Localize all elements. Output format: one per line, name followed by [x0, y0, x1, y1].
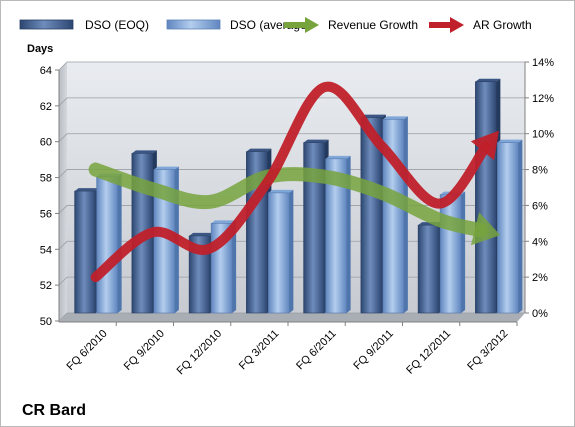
x-tick-label: FQ 6/2010 — [65, 328, 110, 373]
y-axis-left: 50 52 54 56 58 60 62 64 — [40, 65, 59, 328]
legend-label-dso-eoq: DSO (EOQ) — [85, 18, 149, 32]
bar-dso-eoq-top — [475, 78, 501, 82]
plot-floor — [59, 313, 525, 322]
legend-item-revenue-growth: Revenue Growth — [284, 17, 418, 33]
bar-dso-eoq — [303, 142, 325, 314]
bar-dso-eoq — [360, 117, 383, 314]
y-tick-label-left: 52 — [40, 280, 52, 292]
gridline-side — [58, 205, 68, 214]
bar-dso-eoq-top — [189, 232, 215, 236]
chart-title: CR Bard — [22, 402, 86, 419]
bar-dso-average — [439, 194, 462, 314]
y-tick-label-left: 50 — [40, 316, 52, 328]
legend-label-ar-growth: AR Growth — [473, 18, 532, 32]
x-tick-label: FQ 12/2011 — [404, 328, 453, 377]
bar-dso-average-side — [403, 116, 408, 313]
bar-dso-eoq — [417, 224, 440, 314]
legend-item-ar-growth: AR Growth — [429, 17, 532, 33]
legend-arrow-revenue-growth — [284, 17, 319, 33]
bar-dso-eoq — [74, 190, 96, 314]
legend-swatch-dso-eoq — [19, 19, 74, 30]
bar-dso-average — [497, 142, 519, 314]
bars-group — [74, 78, 523, 314]
legend-swatch-dso-average — [166, 19, 221, 30]
gridline-side — [58, 97, 68, 107]
bar-dso-eoq-top — [246, 148, 272, 152]
bar-dso-eoq-top — [360, 114, 386, 118]
y-axis-title: Days — [27, 43, 53, 55]
x-tick-label: FQ 3/2012 — [465, 328, 510, 373]
revenue-growth-line — [88, 162, 488, 238]
y-tick-label-left: 58 — [40, 173, 52, 185]
y-tick-label-right: 6% — [532, 200, 548, 212]
ar-growth-line-arrowhead — [470, 130, 499, 161]
x-tick-label: FQ 12/2010 — [175, 328, 225, 378]
y-axis-right: 0% 2% 4% 6% 8% 10% 12% 14% — [525, 57, 554, 320]
y-tick-label-right: 8% — [532, 165, 548, 177]
growth-lines-group — [88, 81, 501, 283]
bar-dso-average-top — [268, 189, 294, 193]
gridline-side — [58, 312, 68, 322]
y-tick-label-right: 10% — [532, 129, 554, 141]
y-tick-label-left: 62 — [40, 101, 52, 113]
x-tick-label: FQ 9/2011 — [351, 328, 396, 373]
bar-dso-average-side — [461, 191, 466, 313]
bar-dso-eoq-top — [131, 150, 157, 154]
bar-dso-eoq — [475, 81, 497, 314]
ar-growth-line — [90, 81, 492, 283]
x-tick-label: FQ 3/2011 — [237, 328, 282, 373]
bar-dso-eoq-top — [303, 139, 329, 143]
gridline-side — [58, 276, 68, 286]
bar-dso-average-side — [117, 173, 122, 313]
bar-dso-average-top — [325, 155, 351, 159]
y-tick-label-left: 54 — [40, 244, 52, 256]
legend-item-dso-eoq: DSO (EOQ) — [19, 18, 149, 32]
bar-dso-average-side — [232, 220, 237, 313]
gridline-side — [58, 61, 68, 71]
bar-dso-average-side — [518, 139, 523, 313]
legend: DSO (EOQ) DSO (average) Revenue Growth A… — [19, 17, 532, 33]
bar-dso-average-top — [497, 139, 523, 143]
x-axis: FQ 6/2010 FQ 9/2010 FQ 12/2010 FQ 3/2011 FQ … — [65, 322, 518, 378]
y-tick-label-right: 2% — [532, 272, 548, 284]
bar-dso-average-side — [289, 189, 294, 313]
x-tick-label: FQ 9/2010 — [122, 328, 167, 373]
legend-arrow-ar-growth — [429, 17, 464, 33]
bar-dso-average-top — [153, 166, 179, 170]
plot-side-wall — [59, 62, 67, 322]
legend-label-dso-average: DSO (average) — [230, 18, 311, 32]
revenue-growth-line-arrowhead — [470, 212, 501, 246]
y-tick-label-right: 14% — [532, 57, 554, 69]
gridline-side — [58, 169, 68, 178]
bar-dso-eoq — [188, 235, 211, 314]
bar-dso-average-top — [211, 220, 237, 224]
gridline-side — [58, 241, 68, 250]
gridline-side — [58, 133, 68, 142]
y-tick-label-right: 0% — [532, 308, 548, 320]
bar-dso-average-side — [346, 155, 351, 313]
bar-dso-average-top — [382, 116, 408, 120]
y-tick-label-left: 60 — [40, 137, 52, 149]
bar-dso-eoq-top — [74, 188, 100, 192]
y-tick-label-left: 64 — [40, 65, 52, 77]
bar-dso-average — [268, 192, 290, 314]
y-tick-label-left: 56 — [40, 208, 52, 220]
legend-label-revenue-growth: Revenue Growth — [328, 18, 418, 32]
y-tick-label-right: 4% — [532, 236, 548, 248]
y-tick-label-right: 12% — [532, 93, 554, 105]
x-tick-label: FQ 6/2011 — [294, 328, 339, 373]
bar-dso-average — [325, 158, 347, 314]
bar-dso-average — [96, 176, 118, 314]
legend-item-dso-average: DSO (average) — [166, 18, 311, 32]
